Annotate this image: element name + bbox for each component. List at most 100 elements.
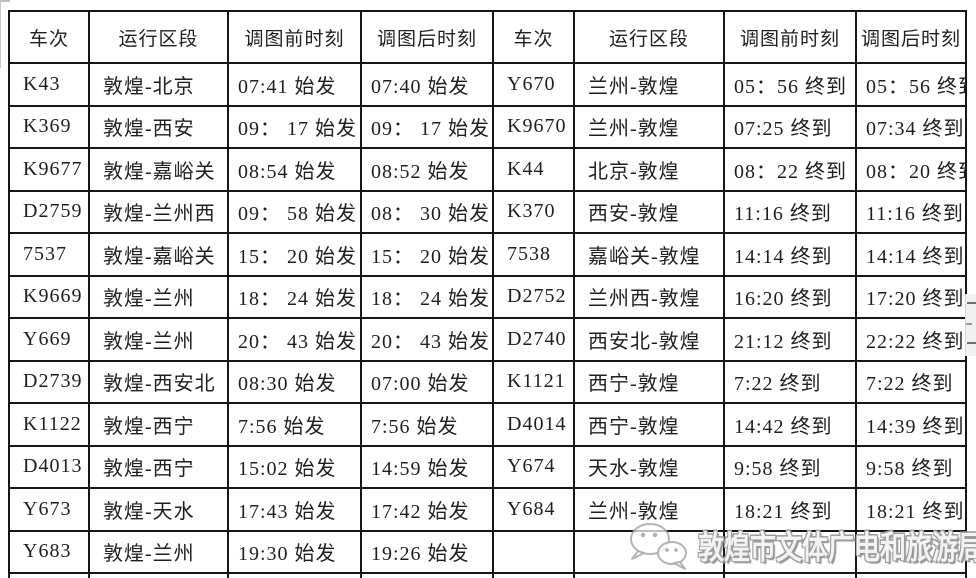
table-row: K1122 敦煌-西宁 7:56 始发 7:56 始发 D4014 西宁-敦煌 14:42 … [8, 402, 967, 447]
cell [492, 529, 575, 574]
cell: 08:54 始发 [227, 147, 362, 192]
cell: K370 [492, 189, 575, 234]
table-row: K9669 敦煌-兰州 18： 24 始发 18： 24 始发 D2752 兰州西-敦煌 1… [8, 274, 967, 319]
cell: Y669 [8, 317, 90, 362]
cell: 17:42 始发 [360, 487, 494, 532]
scrollbar[interactable] [965, 294, 976, 356]
header-row: 车次 运行区段 调图前时刻 调图后时刻 车次 运行区段 调图前时刻 调图后时刻 [8, 10, 967, 64]
column-header: 调图后时刻 [855, 10, 967, 64]
cell: 7:56 始发 [227, 402, 362, 447]
table-row: D2739 敦煌-西安北 08:30 始发 07:00 始发 K1121 西宁-敦煌 7:2… [8, 359, 967, 404]
cell: Y670 [492, 62, 575, 107]
cell [360, 572, 494, 578]
cell: 兰州-敦煌 [573, 104, 725, 149]
cell: 14:39 终到 [855, 402, 967, 447]
cell: 7538 [492, 232, 575, 277]
cell: 07:40 始发 [360, 62, 494, 107]
cell: 11:16 终到 [723, 189, 857, 234]
cell: 嘉峪关-敦煌 [573, 232, 725, 277]
corner-artifact [0, 0, 10, 68]
cell: 15:02 始发 [227, 444, 362, 489]
train-schedule-table: 车次 运行区段 调图前时刻 调图后时刻 车次 运行区段 调图前时刻 调图后时刻 K43 敦煌-北… [8, 10, 967, 578]
cell: 07:25 终到 [723, 104, 857, 149]
scrollbar-dash [966, 323, 972, 325]
table-row: Y669 敦煌-兰州 20： 43 始发 20： 43 始发 D2740 西安北-敦煌 21… [8, 317, 967, 362]
cell: 西宁-敦煌 [573, 359, 725, 404]
cell: K1122 [8, 402, 90, 447]
cell: K9677 [8, 147, 90, 192]
cell: 14:14 终到 [723, 232, 857, 277]
cell: 09： 17 始发 [227, 104, 362, 149]
cell: 15： 20 始发 [227, 232, 362, 277]
cell: 敦煌-西安北 [88, 359, 229, 404]
column-header: 车次 [8, 10, 90, 64]
table-body: K43 敦煌-北京 07:41 始发 07:40 始发 Y670 兰州-敦煌 05：56 终… [8, 62, 967, 578]
cell: 敦煌-兰州 [88, 529, 229, 574]
cell: 敦煌-西宁 [88, 444, 229, 489]
table-row: 7537 敦煌-嘉峪关 15： 20 始发 15： 20 始发 7538 嘉峪关-敦煌 14… [8, 232, 967, 277]
cell: 19:30 始发 [227, 529, 362, 574]
cell: 07:41 始发 [227, 62, 362, 107]
cell: D2759 [8, 189, 90, 234]
table-row [8, 572, 967, 578]
cell: 08:30 始发 [227, 359, 362, 404]
cell: 兰州-敦煌 [573, 62, 725, 107]
cell: 11:16 终到 [855, 189, 967, 234]
cell: 08:52 始发 [360, 147, 494, 192]
cell: 9:58 终到 [723, 444, 857, 489]
table-row: K9677 敦煌-嘉峪关 08:54 始发 08:52 始发 K44 北京-敦煌 08：22… [8, 147, 967, 192]
scrollbar-tick [967, 342, 976, 344]
table-row: Y683 敦煌-兰州 19:30 始发 19:26 始发 [8, 529, 967, 574]
cell: 08：22 终到 [723, 147, 857, 192]
cell: K44 [492, 147, 575, 192]
cell: 北京-敦煌 [573, 147, 725, 192]
cell [855, 529, 967, 574]
cell: 21:12 终到 [723, 317, 857, 362]
column-header: 调图前时刻 [227, 10, 362, 64]
cell: 兰州-敦煌 [573, 487, 725, 532]
cell: Y673 [8, 487, 90, 532]
cell: 14:42 终到 [723, 402, 857, 447]
cell: 14:14 终到 [855, 232, 967, 277]
table-row: K369 敦煌-西安 09： 17 始发 09： 17 始发 K9670 兰州-敦煌 07:… [8, 104, 967, 149]
cell: 敦煌-兰州 [88, 274, 229, 319]
cell: 敦煌-西宁 [88, 402, 229, 447]
cell: 07:34 终到 [855, 104, 967, 149]
cell: 敦煌-嘉峪关 [88, 232, 229, 277]
cell: 敦煌-兰州 [88, 317, 229, 362]
cell: 敦煌-天水 [88, 487, 229, 532]
cell [8, 572, 90, 578]
cell: 08： 30 始发 [360, 189, 494, 234]
cell: D4014 [492, 402, 575, 447]
cell: K369 [8, 104, 90, 149]
cell: 16:20 终到 [723, 274, 857, 319]
cell: 15： 20 始发 [360, 232, 494, 277]
cell: 18： 24 始发 [360, 274, 494, 319]
cell: D4013 [8, 444, 90, 489]
column-header: 车次 [492, 10, 575, 64]
cell: Y674 [492, 444, 575, 489]
cell: Y684 [492, 487, 575, 532]
column-header: 运行区段 [573, 10, 725, 64]
cell: 18:21 终到 [723, 487, 857, 532]
cell: 18： 24 始发 [227, 274, 362, 319]
cell: 14:59 始发 [360, 444, 494, 489]
cell: 20： 43 始发 [227, 317, 362, 362]
column-header: 运行区段 [88, 10, 229, 64]
column-header: 调图前时刻 [723, 10, 857, 64]
cell [227, 572, 362, 578]
cell: 08：20 终到 [855, 147, 967, 192]
table-row: D4013 敦煌-西宁 15:02 始发 14:59 始发 Y674 天水-敦煌 9:58 … [8, 444, 967, 489]
cell [492, 572, 575, 578]
cell: 09： 17 始发 [360, 104, 494, 149]
cell: K9670 [492, 104, 575, 149]
cell: 7:22 终到 [723, 359, 857, 404]
table-row: D2759 敦煌-兰州西 09： 58 始发 08： 30 始发 K370 西安-敦煌 11… [8, 189, 967, 234]
cell [723, 572, 857, 578]
cell: 20： 43 始发 [360, 317, 494, 362]
cell: 09： 58 始发 [227, 189, 362, 234]
cell: 敦煌-北京 [88, 62, 229, 107]
cell: K1121 [492, 359, 575, 404]
cell: 05：56 终到 [855, 62, 967, 107]
